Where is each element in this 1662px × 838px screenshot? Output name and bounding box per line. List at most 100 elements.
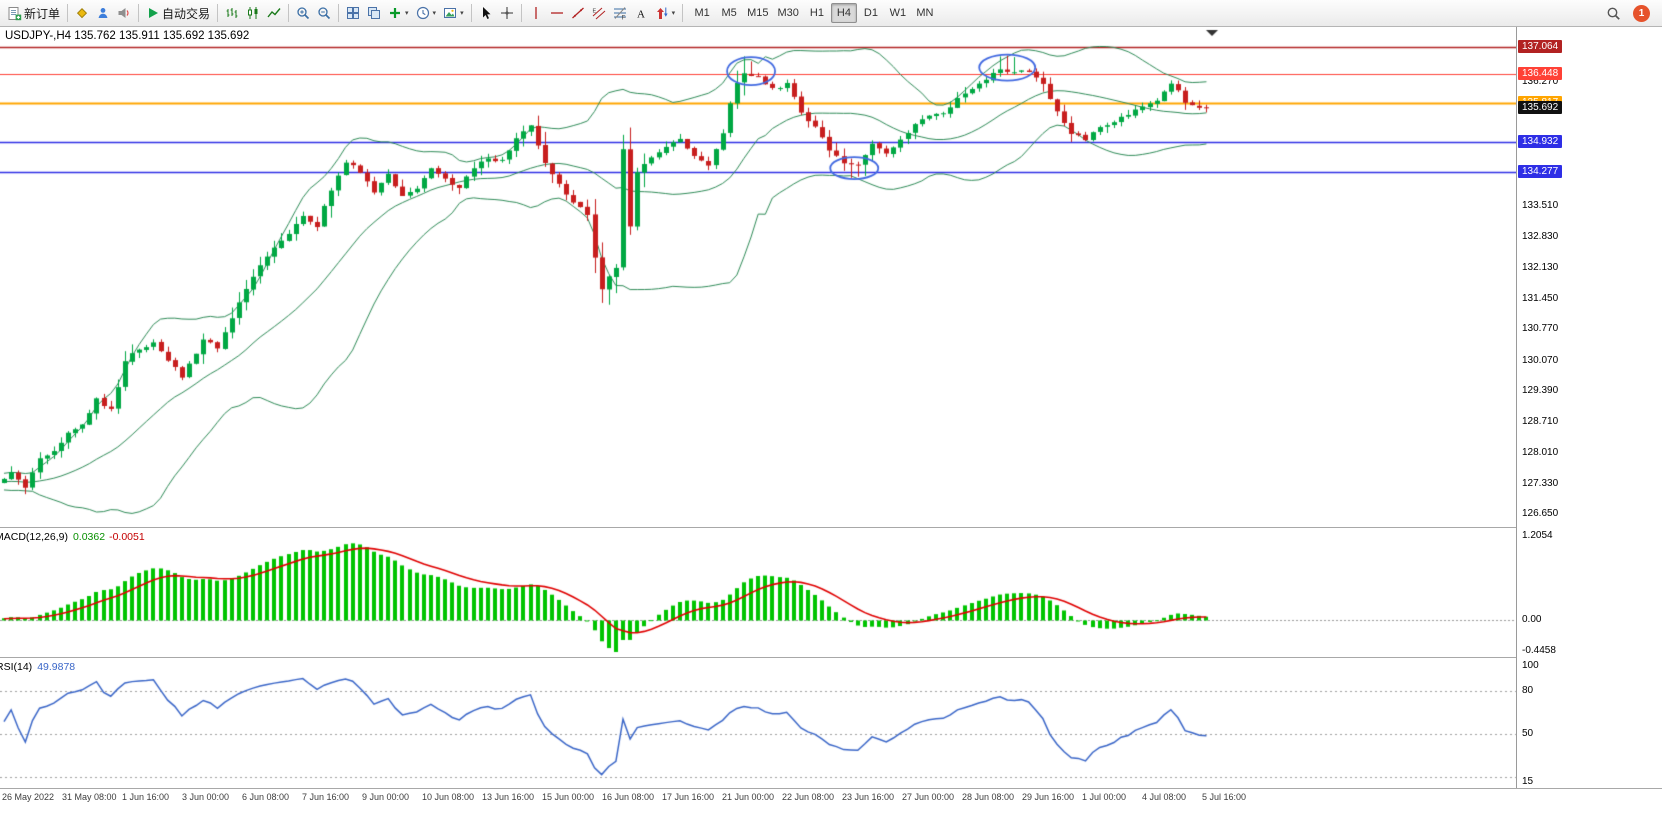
bar-chart-button[interactable] — [222, 2, 242, 24]
trendline-icon — [571, 6, 585, 20]
date-axis[interactable]: 26 May 2022 31 May 08:00 1 Jun 16:00 3 Jun … — [0, 789, 1662, 809]
text-a-icon: A — [634, 6, 648, 21]
toolbar-separator — [520, 4, 522, 22]
rsi-indicator-label: RSI(14) 49.9878 — [0, 661, 75, 673]
equidistant-channel-button[interactable]: E — [589, 2, 609, 24]
timeframe-d1-button[interactable]: D1 — [863, 7, 878, 19]
price-tick-label: 130.070 — [1522, 354, 1559, 366]
zoom-out-button[interactable] — [314, 2, 334, 24]
macd-axis-label: 1.2054 — [1522, 530, 1553, 541]
horizontal-line-button[interactable] — [547, 2, 567, 24]
date-axis-label: 13 Jun 16:00 — [482, 792, 535, 802]
toolbar-separator — [288, 4, 290, 22]
date-axis-label: 28 Jun 08:00 — [962, 792, 1015, 802]
price-line-label: 135.692 — [1518, 101, 1563, 115]
price-tick-label: 127.330 — [1522, 477, 1559, 489]
price-tick-label: 132.830 — [1522, 230, 1559, 242]
channel-icon: E — [592, 6, 606, 20]
speaker-icon — [117, 6, 131, 20]
new-order-button-label: 新订单 — [24, 6, 61, 21]
macd-signal-value: -0.0051 — [109, 531, 145, 543]
timeframe-h4-button[interactable]: H4 — [830, 3, 857, 23]
macd-indicator-label: MACD(12,26,9) 0.0362 -0.0051 — [0, 531, 145, 543]
play-green-icon — [146, 6, 160, 20]
price-line-label: 137.064 — [1518, 39, 1563, 53]
rsi-value: 49.9878 — [37, 661, 76, 673]
date-axis-label: 7 Jun 16:00 — [302, 792, 350, 802]
timeframe-mn-button[interactable]: MN — [916, 7, 934, 19]
notification-badge[interactable]: 1 — [1633, 4, 1650, 22]
rsi-axis-label: 80 — [1522, 684, 1534, 696]
crosshair-button[interactable] — [497, 2, 517, 24]
new-order-button[interactable]: 新订单 — [4, 2, 63, 24]
date-axis-label: 6 Jun 08:00 — [242, 792, 290, 802]
person-blue-icon — [96, 6, 110, 20]
templates-button[interactable]: ▾ — [440, 2, 467, 24]
metaeditor-button[interactable] — [72, 2, 92, 24]
date-axis-label: 1 Jul 00:00 — [1082, 792, 1127, 802]
macd-pane-separator[interactable] — [0, 527, 1662, 528]
price-tick-label: 128.710 — [1522, 415, 1559, 427]
trendline-button[interactable] — [568, 2, 588, 24]
vertical-line-button[interactable] — [526, 2, 546, 24]
price-tick-label: 133.510 — [1522, 200, 1559, 212]
toolbar-separator — [67, 4, 69, 22]
price-tick-label: 129.390 — [1522, 385, 1559, 397]
cursor-button[interactable] — [476, 2, 496, 24]
symbol-ohlc-title: USDJPY-,H4 135.762 135.911 135.692 135.6… — [5, 30, 250, 42]
alerts-button[interactable] — [114, 2, 134, 24]
macd-canvas[interactable] — [0, 528, 1516, 657]
arrows-icon — [655, 6, 669, 20]
date-axis-label: 10 Jun 08:00 — [422, 792, 475, 802]
rsi-axis-label: 50 — [1522, 727, 1534, 739]
main-chart-canvas[interactable] — [0, 27, 1516, 527]
macd-name: MACD(12,26,9) — [0, 531, 68, 543]
price-axis[interactable]: 136.995136.270133.510132.830132.130131.4… — [1516, 27, 1662, 788]
fibonacci-button[interactable]: F — [610, 2, 630, 24]
timeframe-group: M1 M5 M15 M30 H1 H4 D1 W1 MN — [689, 3, 938, 23]
tile-windows-button[interactable] — [343, 2, 363, 24]
line-chart-button[interactable] — [264, 2, 284, 24]
rsi-canvas[interactable] — [0, 658, 1516, 788]
timeframe-m30-button[interactable]: M30 — [777, 7, 799, 19]
zoom-in-icon — [296, 6, 310, 20]
price-line-label: 136.448 — [1518, 67, 1563, 81]
date-axis-label: 1 Jun 16:00 — [122, 792, 170, 802]
timeframe-m1-button[interactable]: M1 — [694, 7, 710, 19]
rsi-pane-separator[interactable] — [0, 657, 1662, 658]
community-button[interactable] — [93, 2, 113, 24]
autotrading-button[interactable]: 自动交易 — [143, 2, 213, 24]
timeframe-h1-button[interactable]: H1 — [809, 7, 824, 19]
date-axis-separator — [0, 788, 1662, 789]
search-button[interactable] — [1603, 2, 1624, 24]
cascade-icon — [367, 6, 381, 20]
chart-window: USDJPY-,H4 135.762 135.911 135.692 135.6… — [0, 27, 1662, 838]
toolbar-separator — [682, 4, 684, 22]
text-button[interactable]: A — [631, 2, 651, 24]
dropdown-caret-icon: ▾ — [460, 10, 464, 17]
date-axis-label: 16 Jun 08:00 — [602, 792, 655, 802]
macd-axis-label: 0.00 — [1522, 613, 1542, 625]
toolbar: 新订单 自动交易 ▾ ▾ ▾ E F A ▾ M1 M5 M15 M30 H1 H4 D1 W1 MN 1 — [0, 0, 1662, 27]
date-axis-label: 22 Jun 08:00 — [782, 792, 835, 802]
vline-icon — [529, 6, 543, 20]
zoom-in-button[interactable] — [293, 2, 313, 24]
cascade-windows-button[interactable] — [364, 2, 384, 24]
periods-button[interactable]: ▾ — [413, 2, 440, 24]
timeframe-w1-button[interactable]: W1 — [889, 7, 907, 19]
price-tick-label: 132.130 — [1522, 262, 1559, 274]
diamond-gold-icon — [75, 6, 89, 20]
date-axis-label: 9 Jun 00:00 — [362, 792, 410, 802]
cursor-icon — [479, 6, 493, 20]
toolbar-right-group: 1 — [1603, 2, 1658, 24]
date-axis-label: 26 May 2022 — [2, 792, 55, 802]
date-axis-label: 29 Jun 16:00 — [1022, 792, 1075, 802]
arrows-button[interactable]: ▾ — [652, 2, 679, 24]
timeframe-m15-button[interactable]: M15 — [747, 7, 769, 19]
toolbar-separator — [338, 4, 340, 22]
candlestick-chart-button[interactable] — [243, 2, 263, 24]
indicators-button[interactable]: ▾ — [385, 2, 412, 24]
polyline-icon — [267, 6, 281, 20]
price-line-label: 134.932 — [1518, 135, 1563, 149]
timeframe-m5-button[interactable]: M5 — [721, 7, 737, 19]
